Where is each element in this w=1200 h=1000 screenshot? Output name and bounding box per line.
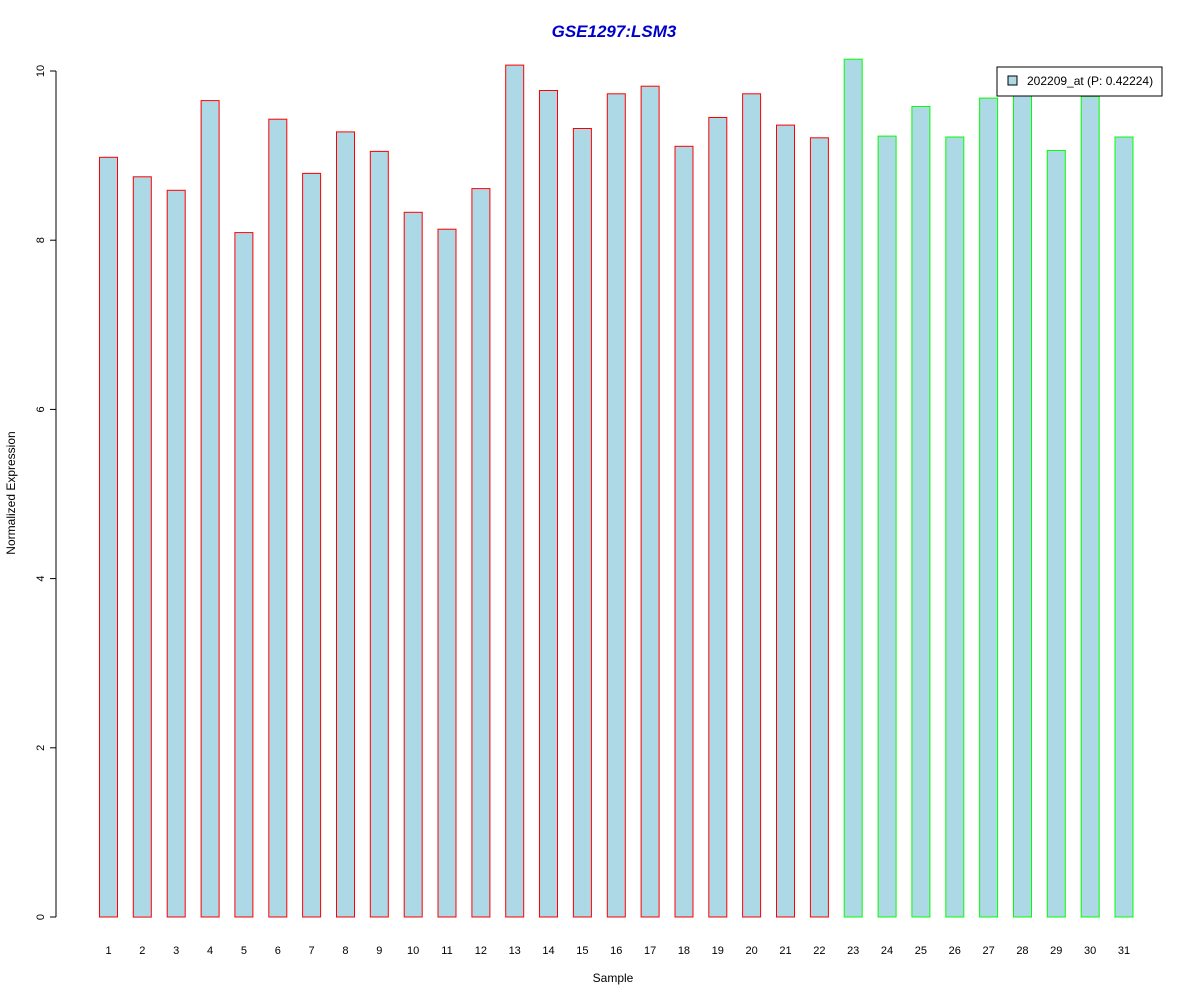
bar xyxy=(336,131,355,918)
bar xyxy=(843,58,863,918)
x-tick-label: 20 xyxy=(746,945,758,957)
y-axis: 0 2 4 6 8 10 xyxy=(35,65,57,920)
bar xyxy=(708,117,728,918)
x-tick-label: 21 xyxy=(779,945,791,957)
bar xyxy=(877,135,897,918)
x-tick-label: 12 xyxy=(475,945,487,957)
x-tick-label: 4 xyxy=(207,945,213,957)
legend-swatch xyxy=(1007,75,1018,86)
x-tick-label: 30 xyxy=(1084,945,1096,957)
x-tick-label: 11 xyxy=(441,945,452,957)
bar xyxy=(1114,136,1134,918)
bar xyxy=(200,100,220,918)
x-tick-labels: 1 2 3 4 5 6 7 8 9 10 11 12 13 14 15 16 17 18 19 20 21 22 23 24 2… xyxy=(105,945,1130,957)
bar xyxy=(539,90,558,918)
x-tick-label: 13 xyxy=(509,945,521,957)
x-tick-label: 28 xyxy=(1016,945,1028,957)
x-tick-label: 29 xyxy=(1050,945,1062,957)
bar xyxy=(302,172,322,918)
legend-box xyxy=(996,66,1163,97)
bars xyxy=(99,58,1134,918)
x-tick-label: 27 xyxy=(982,945,994,957)
x-tick-label: 10 xyxy=(407,945,419,957)
x-tick-label: 15 xyxy=(576,945,588,957)
bar xyxy=(234,232,254,918)
x-tick-label: 7 xyxy=(309,945,315,957)
x-tick-label: 26 xyxy=(949,945,961,957)
y-tick-label: 10 xyxy=(35,65,47,77)
bar xyxy=(674,145,694,918)
x-tick-label: 17 xyxy=(644,945,656,957)
y-tick-label: 8 xyxy=(35,237,47,243)
bar xyxy=(572,128,592,918)
x-tick-label: 9 xyxy=(376,945,382,957)
bar xyxy=(742,93,762,918)
bar xyxy=(809,137,829,918)
x-tick-label: 14 xyxy=(542,945,554,957)
y-tick-label: 2 xyxy=(35,745,47,751)
bar xyxy=(1046,150,1066,918)
bar xyxy=(776,124,795,918)
x-tick-label: 18 xyxy=(678,945,690,957)
x-tick-label: 1 xyxy=(105,945,111,957)
bar xyxy=(505,64,525,918)
x-tick-label: 16 xyxy=(610,945,622,957)
bar xyxy=(166,189,186,918)
x-tick-label: 2 xyxy=(139,945,145,957)
bar xyxy=(99,156,118,918)
bar xyxy=(911,106,931,918)
bar xyxy=(945,136,965,918)
legend-label: 202209_at (P: 0.42224) xyxy=(1027,74,1153,88)
bar xyxy=(471,188,491,918)
bar xyxy=(1080,95,1100,918)
x-tick-label: 8 xyxy=(342,945,348,957)
x-tick-label: 24 xyxy=(881,945,893,957)
bar xyxy=(437,228,457,918)
x-axis-label: Sample xyxy=(593,971,634,985)
bar xyxy=(403,211,423,918)
chart-title: GSE1297:LSM3 xyxy=(552,22,677,41)
x-tick-label: 25 xyxy=(915,945,927,957)
x-tick-label: 5 xyxy=(241,945,247,957)
x-tick-label: 19 xyxy=(712,945,724,957)
x-tick-label: 31 xyxy=(1118,945,1130,957)
x-tick-label: 22 xyxy=(813,945,825,957)
bar xyxy=(640,85,660,918)
x-tick-label: 3 xyxy=(173,945,179,957)
bar xyxy=(268,118,288,918)
bar xyxy=(132,176,152,918)
y-axis-label: Normalized Expression xyxy=(4,431,18,554)
y-tick-label: 6 xyxy=(35,406,47,412)
bar xyxy=(979,97,999,918)
bar xyxy=(369,150,389,918)
y-tick-label: 0 xyxy=(35,914,47,920)
bar xyxy=(1013,93,1032,918)
x-tick-label: 23 xyxy=(847,945,859,957)
x-tick-label: 6 xyxy=(275,945,281,957)
bar xyxy=(606,93,626,918)
y-tick-label: 4 xyxy=(35,576,47,582)
legend: 202209_at (P: 0.42224) xyxy=(996,66,1163,97)
